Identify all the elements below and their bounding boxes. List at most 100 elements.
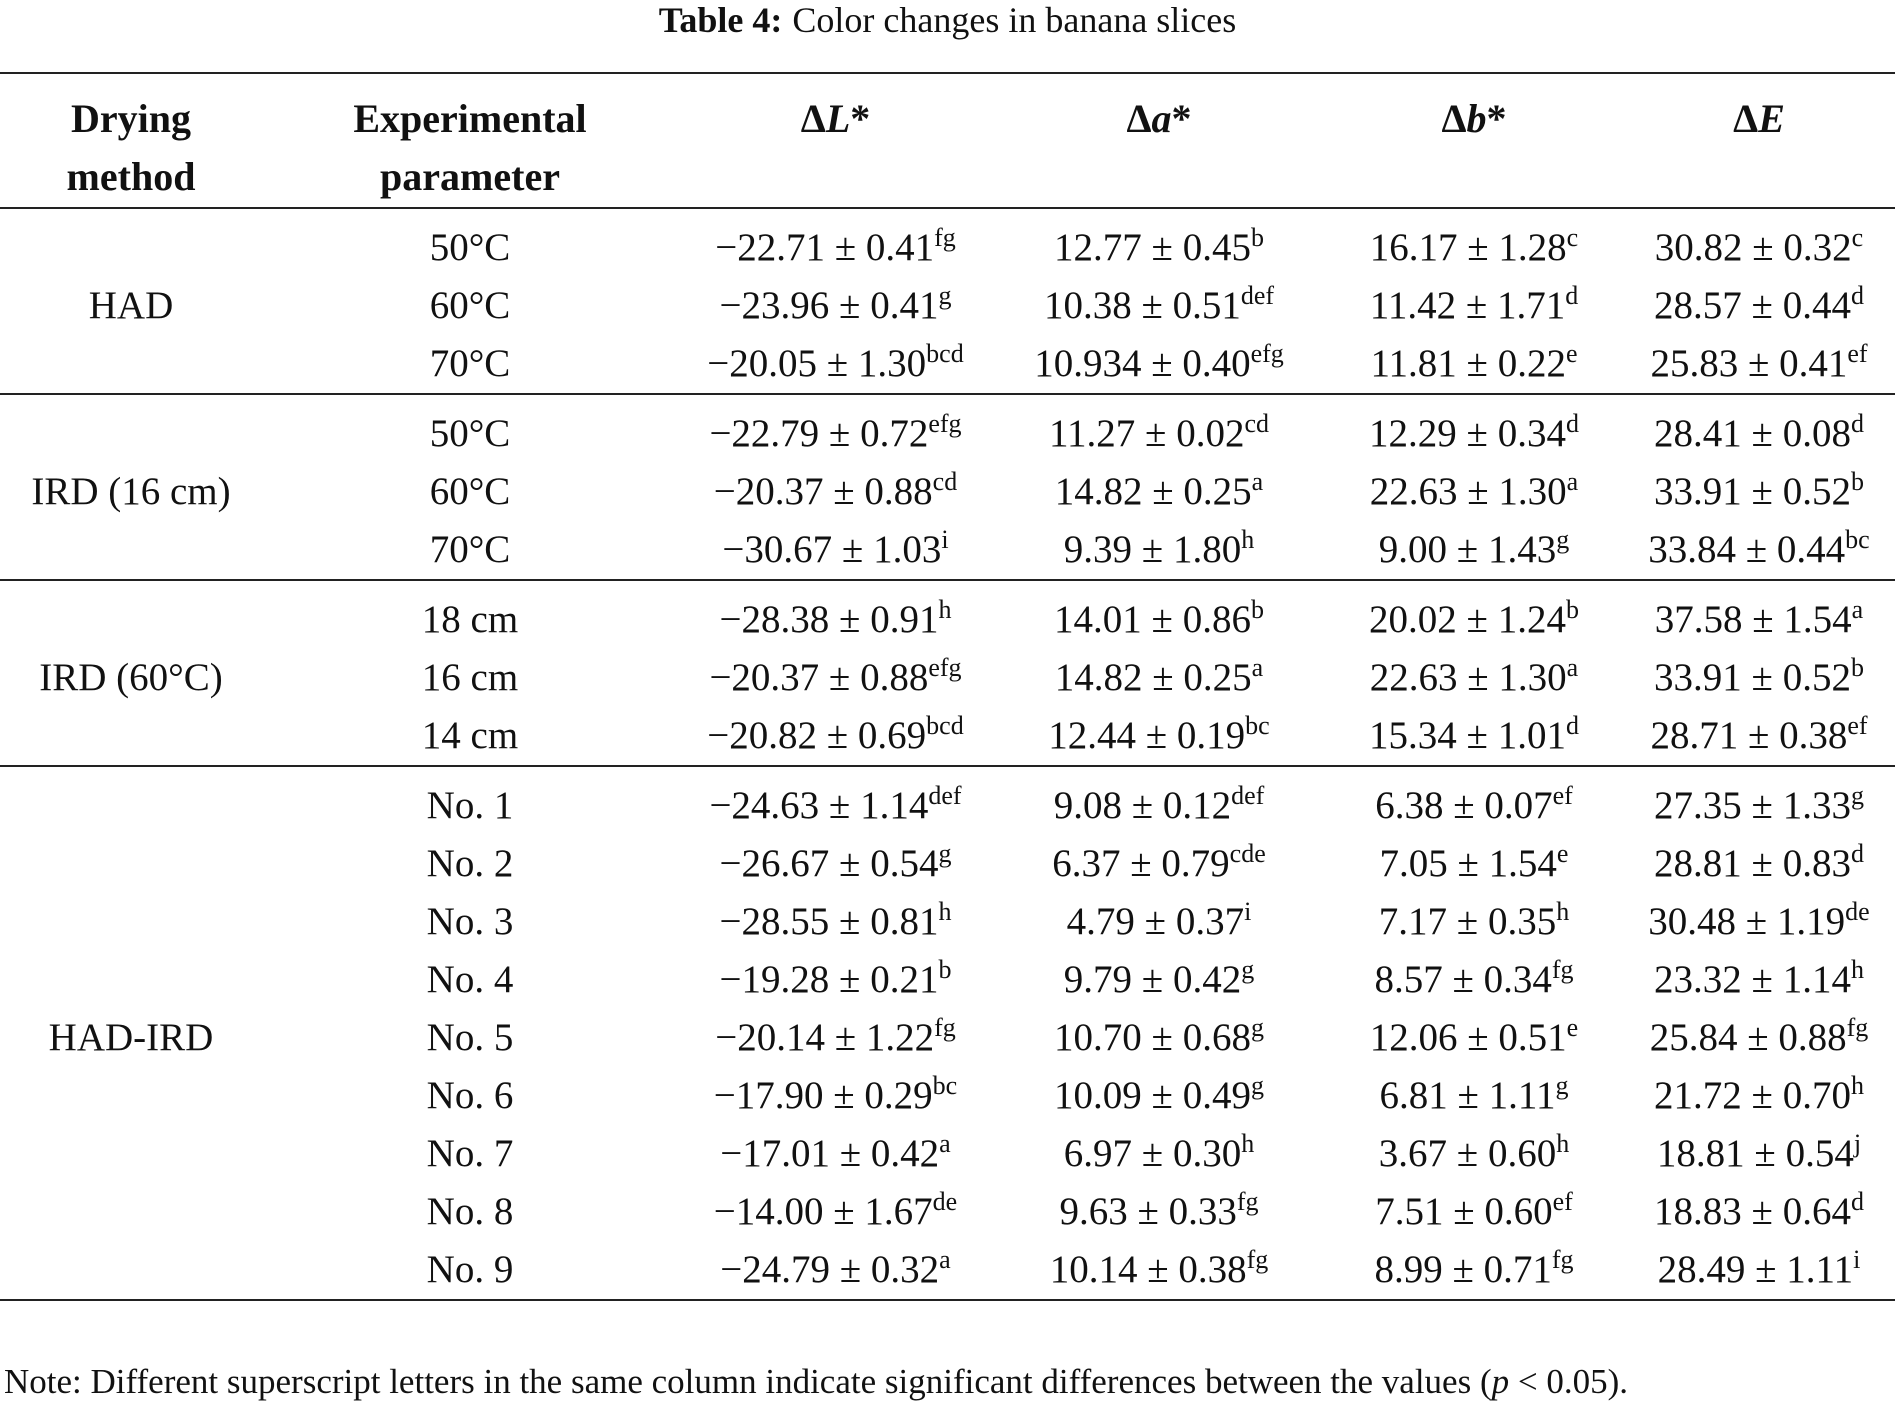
value-cell-da: 12.44 ± 0.19bc xyxy=(993,707,1325,766)
header-delta-a: Δa* xyxy=(993,72,1325,209)
header-drying-method: Drying method xyxy=(0,72,262,209)
value-cell-da: 9.63 ± 0.33fg xyxy=(993,1183,1325,1241)
significance-letters: h xyxy=(1241,525,1255,554)
value-cell-dE: 28.81 ± 0.83d xyxy=(1623,835,1895,893)
significance-letters: g xyxy=(1850,781,1864,810)
significance-letters: i xyxy=(1853,1245,1861,1274)
significance-letters: a xyxy=(939,1129,951,1158)
value-text: 6.97 ± 0.30 xyxy=(1063,1132,1242,1175)
value-cell-da: 11.27 ± 0.02cd xyxy=(993,405,1325,463)
value-text: 27.35 ± 1.33 xyxy=(1654,784,1851,827)
significance-letters: bcd xyxy=(926,711,964,740)
value-text: 9.39 ± 1.80 xyxy=(1063,528,1242,571)
value-text: −28.38 ± 0.91 xyxy=(719,598,939,641)
value-text: 33.91 ± 0.52 xyxy=(1654,656,1851,699)
significance-letters: e xyxy=(1566,1013,1579,1042)
significance-letters: b xyxy=(1250,223,1264,252)
significance-letters: cde xyxy=(1229,839,1266,868)
significance-letters: e xyxy=(1565,339,1578,368)
value-text: 28.71 ± 0.38 xyxy=(1650,714,1848,757)
significance-letters: h xyxy=(938,897,952,926)
value-text: 12.06 ± 0.51 xyxy=(1369,1016,1567,1059)
group-spacer xyxy=(0,394,1895,405)
significance-letters: fg xyxy=(1551,1245,1574,1274)
significance-letters: fg xyxy=(1236,1187,1259,1216)
table-row: 70°C −30.67 ± 1.03i 9.39 ± 1.80h 9.00 ± 1.4… xyxy=(0,521,1895,580)
value-text: −23.96 ± 0.41 xyxy=(719,284,939,327)
significance-letters: g xyxy=(938,839,952,868)
significance-letters: def xyxy=(1231,781,1265,810)
value-text: 10.14 ± 0.38 xyxy=(1049,1248,1247,1291)
table-row: 70°C −20.05 ± 1.30bcd 10.934 ± 0.40efg 11.8… xyxy=(0,335,1895,394)
value-text: 28.41 ± 0.08 xyxy=(1654,412,1851,455)
value-cell-dE: 23.32 ± 1.14h xyxy=(1623,951,1895,1009)
significance-letters: c xyxy=(1566,223,1579,252)
value-cell-dL: −17.01 ± 0.42a xyxy=(678,1125,993,1183)
significance-letters: fg xyxy=(934,1013,956,1042)
table-row: No. 3 −28.55 ± 0.81h 4.79 ± 0.37i 7.17 ± 0.… xyxy=(0,893,1895,951)
value-cell-dE: 28.57 ± 0.44d xyxy=(1623,277,1895,335)
value-cell-db: 7.51 ± 0.60ef xyxy=(1325,1183,1623,1241)
significance-letters: d xyxy=(1565,711,1579,740)
significance-letters: d xyxy=(1850,409,1864,438)
value-text: 9.63 ± 0.33 xyxy=(1059,1190,1237,1233)
significance-letters: efg xyxy=(928,653,962,682)
significance-letters: d xyxy=(1850,281,1864,310)
significance-letters: e xyxy=(1556,839,1569,868)
header-delta-e: ΔE xyxy=(1623,72,1895,209)
significance-letters: a xyxy=(1251,467,1264,496)
significance-letters: ef xyxy=(1847,339,1868,368)
value-cell-db: 20.02 ± 1.24b xyxy=(1325,591,1623,649)
table-row: 60°C −20.37 ± 0.88cd 14.82 ± 0.25a 22.63 ± … xyxy=(0,463,1895,521)
value-cell-db: 7.17 ± 0.35h xyxy=(1325,893,1623,951)
table-note: Note: Different superscript letters in t… xyxy=(4,1362,1629,1401)
value-cell-dE: 33.84 ± 0.44bc xyxy=(1623,521,1895,580)
value-text: 7.05 ± 1.54 xyxy=(1379,842,1557,885)
table-row: No. 8 −14.00 ± 1.67de 9.63 ± 0.33fg 7.51 ± … xyxy=(0,1183,1895,1241)
value-cell-dL: −20.37 ± 0.88cd xyxy=(678,463,993,521)
value-cell-da: 14.82 ± 0.25a xyxy=(993,463,1325,521)
value-cell-dL: −28.55 ± 0.81h xyxy=(678,893,993,951)
value-text: 30.82 ± 0.32 xyxy=(1654,226,1852,269)
value-cell-dL: −26.67 ± 0.54g xyxy=(678,835,993,893)
table-row: No. 5 −20.14 ± 1.22fg 10.70 ± 0.68g 12.06 ±… xyxy=(0,1009,1895,1067)
parameter-cell: 14 cm xyxy=(421,714,519,757)
significance-letters: a xyxy=(939,1245,951,1274)
value-cell-dL: −22.79 ± 0.72efg xyxy=(678,405,993,463)
significance-letters: fg xyxy=(934,223,956,252)
drying-method-cell: HAD xyxy=(88,284,174,327)
significance-letters: b xyxy=(938,955,952,984)
value-cell-db: 22.63 ± 1.30a xyxy=(1325,463,1623,521)
significance-letters: bc xyxy=(932,1071,958,1100)
value-cell-da: 10.09 ± 0.49g xyxy=(993,1067,1325,1125)
header-row: Drying method Experimental parameter ΔL*… xyxy=(0,72,1895,209)
drying-method-cell: IRD (60°C) xyxy=(39,656,223,699)
value-text: −14.00 ± 1.67 xyxy=(713,1190,933,1233)
significance-letters: fg xyxy=(1846,1013,1869,1042)
table-row: HAD 50°C −22.71 ± 0.41fg 12.77 ± 0.45b 16.17… xyxy=(0,219,1895,328)
value-text: 33.84 ± 0.44 xyxy=(1648,528,1846,571)
parameter-cell: No. 7 xyxy=(426,1132,514,1175)
parameter-cell: 16 cm xyxy=(421,656,519,699)
value-cell-dE: 30.48 ± 1.19de xyxy=(1623,893,1895,951)
value-text: 37.58 ± 1.54 xyxy=(1654,598,1852,641)
parameter-cell: No. 8 xyxy=(426,1190,514,1233)
value-text: 11.27 ± 0.02 xyxy=(1048,412,1245,455)
parameter-cell: 70°C xyxy=(429,342,511,385)
table-row: IRD (60°C) 18 cm −28.38 ± 0.91h 14.01 ± 0.8… xyxy=(0,591,1895,700)
table-group: IRD (60°C) 18 cm −28.38 ± 0.91h 14.01 ± 0.8… xyxy=(0,580,1895,766)
value-text: −19.28 ± 0.21 xyxy=(719,958,939,1001)
value-text: 25.83 ± 0.41 xyxy=(1650,342,1848,385)
value-text: −28.55 ± 0.81 xyxy=(719,900,939,943)
value-cell-dE: 37.58 ± 1.54a xyxy=(1623,591,1895,649)
value-cell-dL: −30.67 ± 1.03i xyxy=(678,521,993,580)
significance-letters: def xyxy=(1240,281,1275,310)
value-cell-da: 10.38 ± 0.51def xyxy=(993,277,1325,335)
group-spacer-cell xyxy=(0,580,1895,591)
header-delta-l: ΔL* xyxy=(678,72,993,209)
value-cell-da: 9.39 ± 1.80h xyxy=(993,521,1325,580)
value-cell-da: 9.79 ± 0.42g xyxy=(993,951,1325,1009)
significance-letters: efg xyxy=(928,409,962,438)
value-cell-da: 14.82 ± 0.25a xyxy=(993,649,1325,707)
value-text: 21.72 ± 0.70 xyxy=(1654,1074,1851,1117)
